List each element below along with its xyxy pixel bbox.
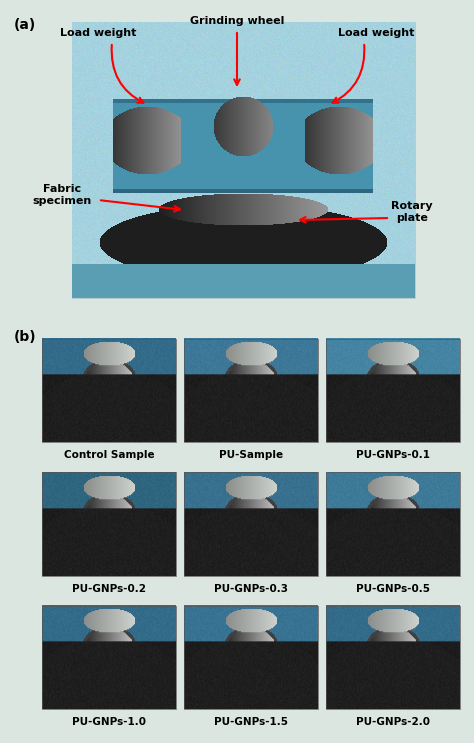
FancyBboxPatch shape [72,22,415,298]
Text: Grinding wheel: Grinding wheel [190,16,284,26]
Text: Rotary
plate: Rotary plate [391,201,433,223]
Text: PU-GNPs-2.0: PU-GNPs-2.0 [356,717,430,727]
Text: PU-GNPs-1.0: PU-GNPs-1.0 [72,717,146,727]
Text: (b): (b) [14,330,36,344]
Text: PU-GNPs-0.1: PU-GNPs-0.1 [356,450,430,461]
Text: Fabric
specimen: Fabric specimen [32,184,91,206]
Text: PU-GNPs-0.3: PU-GNPs-0.3 [214,584,288,594]
Text: PU-Sample: PU-Sample [219,450,283,461]
Text: PU-GNPs-0.5: PU-GNPs-0.5 [356,584,430,594]
Text: PU-GNPs-1.5: PU-GNPs-1.5 [214,717,288,727]
Text: PU-GNPs-0.2: PU-GNPs-0.2 [72,584,146,594]
Text: Control Sample: Control Sample [64,450,155,461]
Text: (a): (a) [14,18,36,32]
Text: Load weight: Load weight [338,28,414,38]
Text: Load weight: Load weight [60,28,136,38]
